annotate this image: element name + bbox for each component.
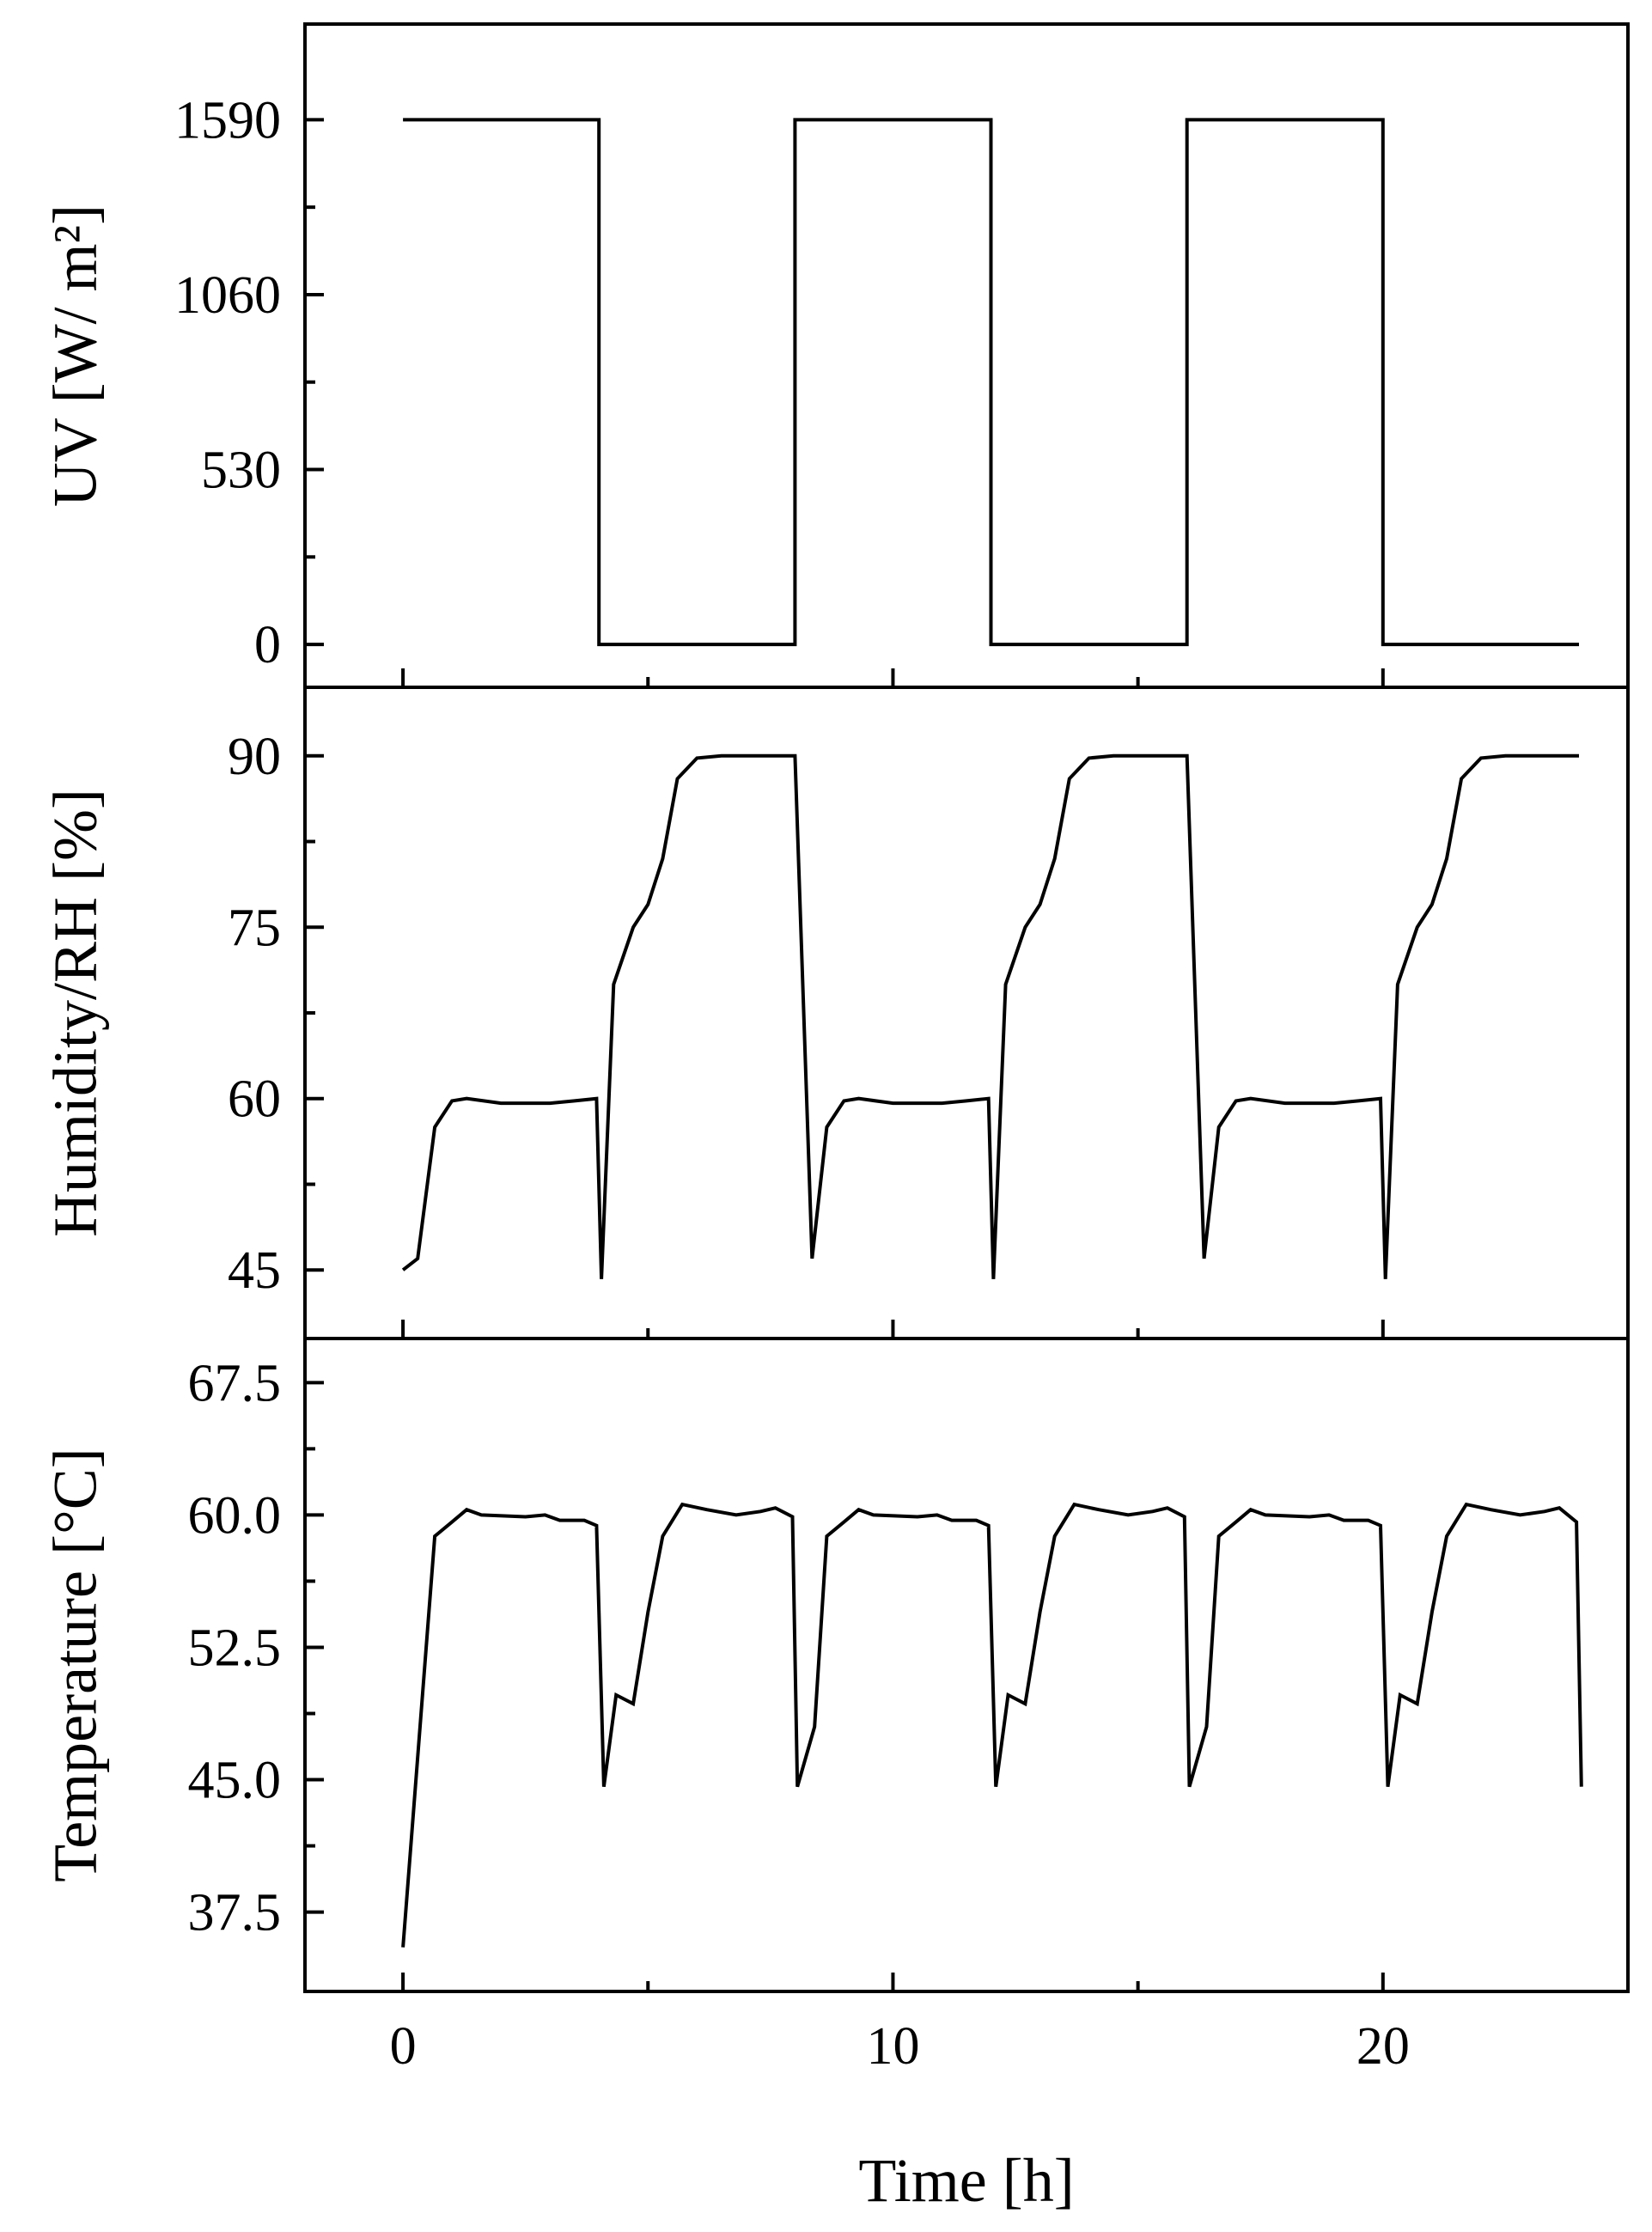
ytick-label-humidity: 75 xyxy=(228,899,281,957)
ytick-label-uv: 0 xyxy=(254,616,281,674)
ytick-label-humidity: 45 xyxy=(228,1241,281,1300)
panel-frame-temperature xyxy=(303,1337,1630,1993)
ytick-label-temperature: 60.0 xyxy=(188,1486,282,1545)
series-line-temperature xyxy=(401,1502,1583,1948)
ylabel-uv: UV [W/ m²] xyxy=(41,204,110,507)
ytick-label-temperature: 45.0 xyxy=(188,1752,282,1810)
ytick-label-humidity: 90 xyxy=(228,728,281,786)
ylabel-temperature: Temperature [°C] xyxy=(41,1448,110,1882)
xtick-label: 20 xyxy=(1356,2017,1410,2076)
series-line-uv xyxy=(403,118,1579,647)
panel-frame-humidity xyxy=(303,686,1630,1340)
xlabel: Time [h] xyxy=(858,2146,1074,2215)
ytick-label-uv: 530 xyxy=(201,442,281,500)
series-line-humidity xyxy=(401,753,1579,1279)
ytick-label-temperature: 52.5 xyxy=(188,1619,282,1677)
ytick-label-uv: 1060 xyxy=(174,266,281,325)
ytick-label-temperature: 67.5 xyxy=(188,1354,282,1412)
xtick-label: 0 xyxy=(390,2017,417,2076)
ylabel-humidity: Humidity/RH [%] xyxy=(41,789,110,1237)
ytick-label-humidity: 60 xyxy=(228,1070,281,1129)
ytick-label-temperature: 37.5 xyxy=(188,1884,282,1942)
ytick-label-uv: 1590 xyxy=(174,91,281,149)
xtick-label: 10 xyxy=(866,2017,919,2076)
panel-frame-uv xyxy=(303,22,1630,689)
